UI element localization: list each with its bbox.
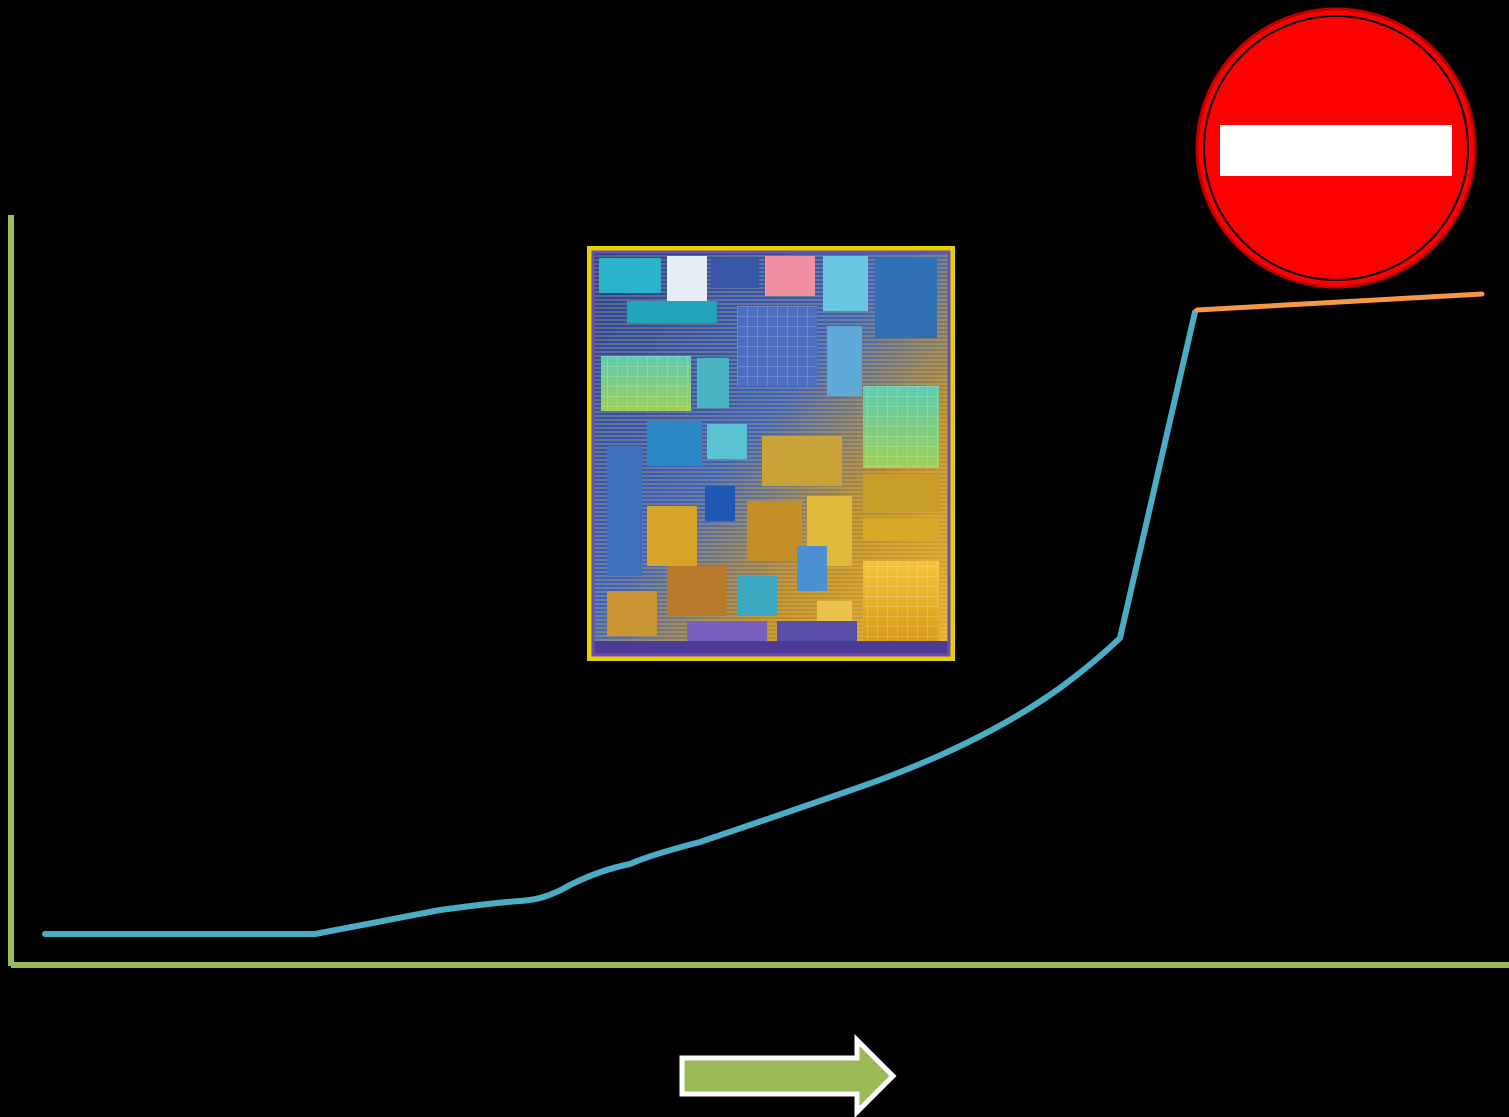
plateau-line bbox=[1194, 291, 1485, 313]
cpu-die-image bbox=[587, 246, 955, 661]
right-arrow-icon bbox=[679, 1033, 897, 1117]
growth-curve bbox=[42, 309, 1198, 937]
no-entry-sign-icon bbox=[1195, 7, 1477, 289]
stop-sign-inner-ring bbox=[1203, 15, 1469, 281]
stop-sign-bar bbox=[1220, 125, 1452, 176]
